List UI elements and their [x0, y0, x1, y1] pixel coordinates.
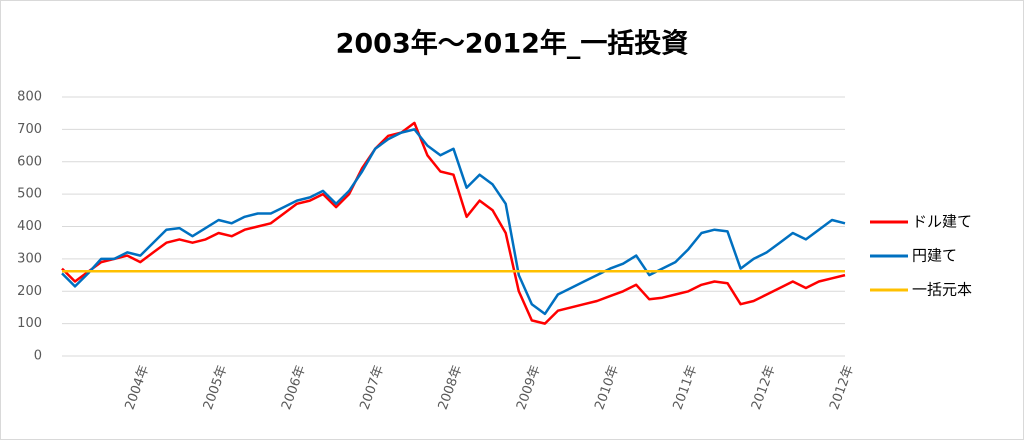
series-line [61, 128, 846, 316]
y-tick-label: 500 [17, 187, 42, 202]
y-tick-label: 300 [17, 251, 42, 266]
y-tick-label: 200 [17, 284, 42, 299]
y-tick-label: 800 [17, 90, 42, 105]
legend-label: 円建て [912, 247, 957, 265]
chart-title: 2003年～2012年_一括投資 [336, 28, 689, 60]
y-tick-label: 600 [17, 154, 42, 169]
y-tick-label: 700 [17, 122, 42, 137]
legend-label: 一括元本 [912, 281, 972, 299]
y-tick-label: 0 [34, 349, 42, 364]
y-tick-label: 400 [17, 219, 42, 234]
legend-label: ドル建て [912, 213, 972, 231]
y-tick-label: 100 [17, 316, 42, 331]
series-line [61, 121, 846, 325]
